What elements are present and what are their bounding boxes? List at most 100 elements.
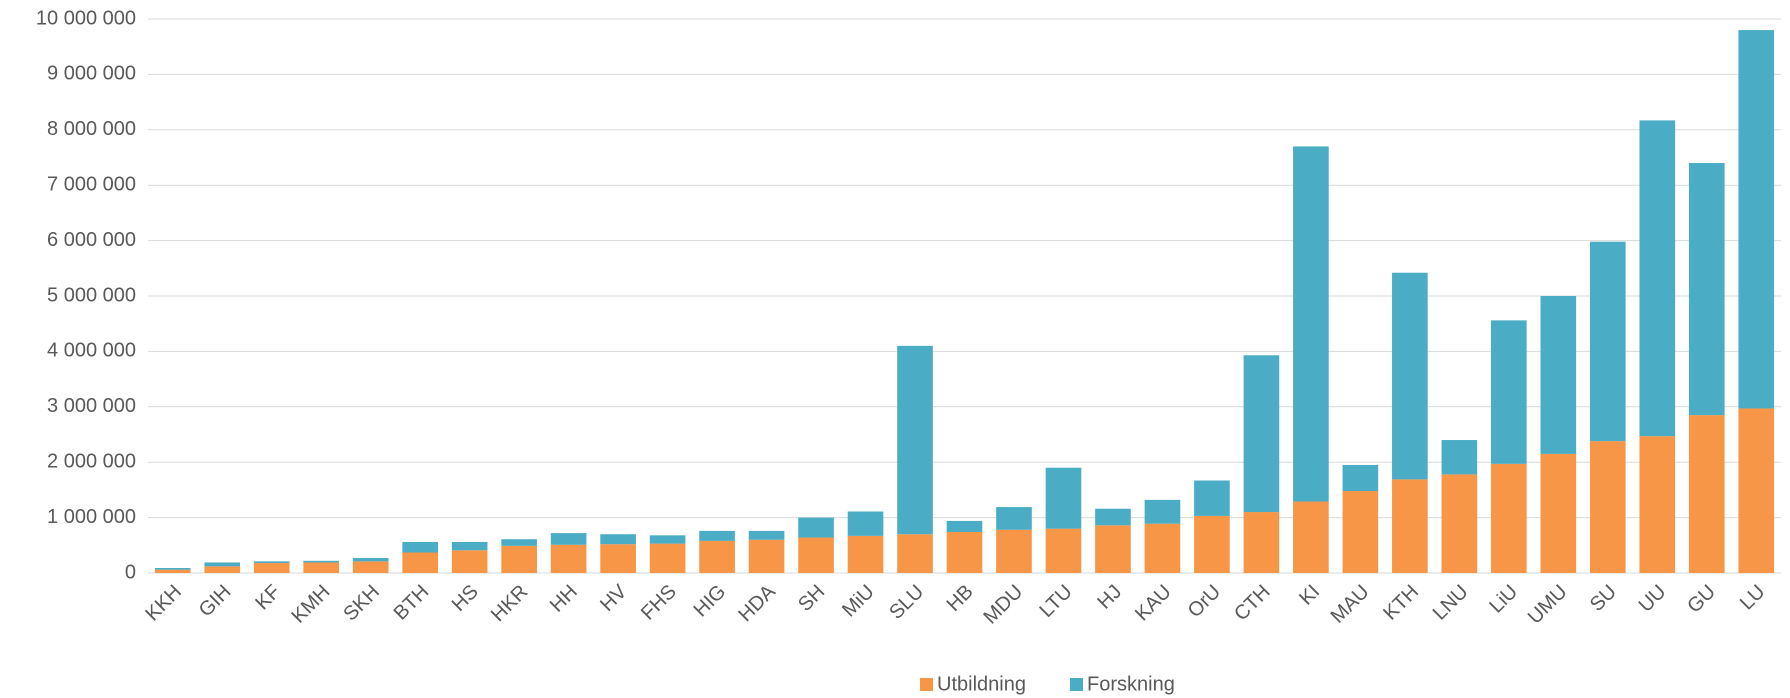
x-tick-label: KKH: [141, 581, 186, 626]
y-tick-label: 6 000 000: [47, 229, 136, 251]
bar-segment: [946, 520, 983, 533]
x-tick-label: LiU: [1485, 581, 1522, 618]
bar-segment: [1441, 440, 1478, 475]
legend-label: Utbildning: [937, 673, 1026, 695]
bar-segment: [1688, 163, 1725, 416]
bar-segment: [1095, 508, 1131, 526]
y-tick-label: 10 000 000: [36, 7, 136, 29]
y-tick-label: 3 000 000: [47, 395, 136, 417]
bar-segment: [1293, 146, 1329, 502]
bar-segment: [600, 544, 636, 573]
bar-segment: [1589, 441, 1626, 573]
bar-segment: [600, 534, 636, 545]
bar-segment: [1243, 512, 1280, 573]
x-tick-label: MiU: [838, 581, 879, 622]
x-tick-label: KMH: [287, 581, 334, 628]
bar-segment: [996, 529, 1032, 573]
x-tick-label: HDA: [734, 580, 780, 626]
bar-segment: [550, 533, 587, 545]
bar-segment: [1045, 528, 1082, 573]
bar-segment: [402, 541, 438, 553]
bar-segment: [649, 535, 686, 544]
x-tick-label: KI: [1295, 581, 1324, 610]
bar-segment: [699, 530, 735, 541]
x-tick-label: MAU: [1327, 581, 1374, 628]
y-tick-label: 0: [125, 561, 136, 583]
x-tick-label: LTU: [1036, 581, 1077, 622]
bar-segment: [847, 511, 884, 536]
x-tick-label: KAU: [1131, 581, 1176, 626]
bar-segment: [996, 507, 1032, 530]
bar-segment: [1688, 415, 1725, 573]
bar-segment: [1589, 241, 1626, 442]
x-tick-label: GIH: [195, 581, 236, 622]
x-tick-label: SH: [794, 581, 829, 616]
bar-segment: [847, 535, 884, 573]
x-tick-label: HV: [596, 580, 632, 616]
x-tick-label: KTH: [1379, 581, 1423, 625]
x-tick-label: LNU: [1429, 581, 1473, 625]
x-tick-label: KF: [251, 581, 285, 615]
x-tick-label: MDU: [979, 581, 1027, 629]
bar-segment: [748, 539, 785, 573]
x-tick-label: CTH: [1230, 581, 1275, 626]
y-tick-label: 1 000 000: [47, 506, 136, 528]
bar-segment: [1342, 491, 1379, 573]
bar-segment: [699, 540, 735, 573]
y-tick-label: 8 000 000: [47, 118, 136, 140]
bar-segment: [154, 569, 191, 573]
y-tick-label: 5 000 000: [47, 284, 136, 306]
bar-segment: [253, 561, 290, 564]
bar-segment: [154, 568, 191, 570]
bar-segment: [748, 530, 785, 540]
bar-segment: [1194, 480, 1230, 516]
x-tick-label: HKR: [487, 581, 532, 626]
bar-segment: [1639, 436, 1676, 573]
bar-segment: [204, 566, 241, 573]
x-tick-label: HB: [943, 581, 978, 616]
bar-segment: [501, 545, 537, 573]
bar-segment: [946, 532, 983, 573]
bar-segment: [451, 550, 488, 573]
bar-segment: [649, 543, 686, 573]
bar-segment: [1144, 523, 1181, 573]
x-tick-label: UU: [1635, 581, 1671, 617]
bar-segment: [1243, 355, 1280, 513]
bar-segment: [550, 544, 587, 573]
legend-swatch: [920, 678, 933, 691]
x-tick-label: SKH: [339, 581, 384, 626]
legend-swatch: [1070, 678, 1083, 691]
x-tick-label: LU: [1736, 581, 1770, 615]
y-tick-label: 7 000 000: [47, 173, 136, 195]
bar-segment: [1194, 515, 1230, 573]
x-tick-label: BTH: [390, 581, 434, 625]
bar-segment: [1540, 296, 1577, 454]
bar-segment: [1491, 320, 1527, 464]
bar-segment: [798, 537, 834, 573]
bar-segment: [1342, 464, 1379, 492]
bar-segment: [1441, 474, 1478, 573]
x-tick-label: SU: [1586, 581, 1621, 616]
bar-segment: [1491, 463, 1527, 573]
bar-segment: [451, 541, 488, 551]
bar-segment: [1293, 501, 1329, 573]
y-tick-label: 4 000 000: [47, 340, 136, 362]
x-tick-label: OrU: [1184, 581, 1225, 622]
bar-segment: [798, 517, 834, 538]
bar-segment: [1144, 499, 1181, 524]
x-tick-label: SLU: [885, 581, 928, 624]
bar-segment: [204, 562, 241, 567]
bar-segment: [1738, 30, 1775, 409]
x-tick-label: HS: [448, 581, 483, 616]
bar-segment: [303, 560, 340, 563]
x-tick-label: FHS: [637, 581, 681, 625]
bar-segment: [1392, 272, 1428, 480]
bar-segment: [897, 534, 933, 573]
bar-segment: [501, 539, 537, 546]
bar-segment: [253, 563, 290, 573]
bar-segment: [1095, 525, 1131, 573]
bar-segment: [402, 552, 438, 573]
x-tick-label: HH: [546, 581, 582, 617]
legend-label: Forskning: [1087, 673, 1175, 695]
